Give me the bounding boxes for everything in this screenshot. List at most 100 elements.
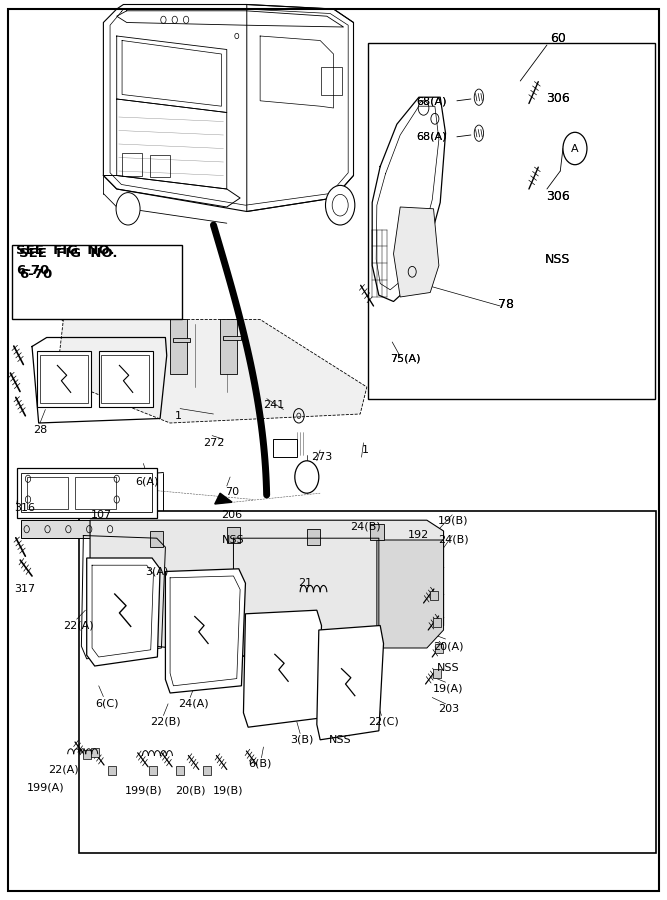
Text: 68(A): 68(A)	[416, 96, 447, 107]
Text: 1: 1	[362, 445, 369, 455]
Bar	[435, 644, 443, 652]
Text: 306: 306	[546, 93, 570, 105]
Bar	[223, 336, 241, 340]
Bar	[173, 338, 190, 342]
Polygon shape	[243, 610, 321, 727]
Text: NSS: NSS	[437, 662, 460, 673]
Text: 192: 192	[408, 530, 430, 541]
Text: 22(A): 22(A)	[48, 764, 79, 775]
Text: 317: 317	[15, 584, 36, 595]
Bar	[21, 473, 152, 512]
Bar	[91, 748, 99, 757]
Bar	[122, 153, 142, 176]
Bar	[108, 766, 116, 775]
Bar	[273, 439, 297, 457]
Bar	[37, 351, 91, 407]
Bar	[150, 531, 163, 547]
Polygon shape	[377, 540, 444, 648]
Polygon shape	[90, 520, 444, 657]
Bar	[430, 591, 438, 600]
Polygon shape	[394, 207, 439, 297]
Text: 68(A): 68(A)	[416, 131, 447, 142]
Text: 306: 306	[546, 93, 570, 105]
Text: 28: 28	[33, 425, 47, 436]
Text: NSS: NSS	[545, 253, 570, 266]
Bar	[149, 766, 157, 775]
Text: 75(A): 75(A)	[390, 353, 421, 364]
Bar	[321, 68, 342, 94]
Bar	[433, 618, 441, 627]
Circle shape	[563, 132, 587, 165]
Text: 206: 206	[221, 509, 243, 520]
Text: 22(A): 22(A)	[63, 620, 94, 631]
Bar	[176, 766, 184, 775]
Text: NSS: NSS	[545, 253, 570, 266]
Bar	[27, 477, 68, 508]
Text: 306: 306	[546, 190, 570, 203]
Text: 24(B): 24(B)	[350, 521, 381, 532]
Text: 24(B): 24(B)	[438, 535, 469, 545]
Bar	[21, 520, 118, 538]
Text: 70: 70	[225, 487, 239, 498]
Circle shape	[116, 193, 140, 225]
Bar	[433, 669, 441, 678]
Text: NSS: NSS	[329, 734, 352, 745]
Text: 19(A): 19(A)	[433, 683, 464, 694]
Bar	[17, 468, 157, 518]
Text: 68(A): 68(A)	[416, 96, 447, 107]
Bar	[227, 526, 240, 543]
Text: 22(C): 22(C)	[368, 716, 399, 727]
Text: 78: 78	[498, 298, 514, 310]
Polygon shape	[87, 558, 160, 666]
Text: 6(A): 6(A)	[135, 476, 159, 487]
Text: 316: 316	[15, 503, 35, 514]
Text: 6(B): 6(B)	[248, 758, 272, 769]
Circle shape	[295, 461, 319, 493]
Bar	[307, 529, 320, 545]
Text: 3(A): 3(A)	[145, 566, 169, 577]
Text: 3(B): 3(B)	[289, 734, 313, 745]
Bar	[79, 511, 656, 853]
Text: 241: 241	[263, 400, 284, 410]
Text: 78: 78	[498, 298, 514, 310]
Text: 19(B): 19(B)	[213, 785, 243, 796]
Text: 68(A): 68(A)	[416, 131, 447, 142]
Text: 60: 60	[550, 32, 566, 45]
Text: 6-70: 6-70	[16, 264, 49, 276]
Bar	[170, 320, 187, 374]
Text: 1: 1	[175, 410, 182, 421]
Bar	[370, 524, 384, 540]
Text: 199(B): 199(B)	[125, 785, 162, 796]
Text: 6(C): 6(C)	[95, 698, 119, 709]
Bar	[203, 766, 211, 775]
Bar	[83, 750, 91, 759]
Polygon shape	[215, 493, 232, 504]
Circle shape	[325, 185, 355, 225]
Bar	[99, 351, 153, 407]
Bar	[101, 355, 149, 403]
Text: 199(A): 199(A)	[27, 782, 64, 793]
Bar	[40, 355, 88, 403]
Text: 20(A): 20(A)	[433, 641, 464, 652]
Text: NSS: NSS	[222, 535, 245, 545]
Bar	[220, 320, 237, 374]
Polygon shape	[165, 569, 245, 693]
Text: A: A	[303, 472, 311, 482]
Text: 306: 306	[546, 190, 570, 203]
Bar	[150, 155, 170, 177]
Bar	[368, 43, 655, 399]
Text: 272: 272	[203, 437, 224, 448]
Bar	[75, 477, 116, 508]
Text: A: A	[571, 143, 579, 154]
Text: 21: 21	[298, 578, 313, 589]
Bar	[12, 245, 182, 319]
Polygon shape	[317, 626, 384, 740]
Text: 6-70: 6-70	[19, 268, 52, 281]
Text: 19(B): 19(B)	[438, 515, 469, 526]
Text: 22(B): 22(B)	[150, 716, 181, 727]
Text: 20(B): 20(B)	[175, 785, 205, 796]
Text: SEE  FIG  NO.: SEE FIG NO.	[19, 248, 117, 260]
Text: 75(A): 75(A)	[390, 353, 421, 364]
Text: 273: 273	[311, 452, 332, 463]
Text: SEE  FIG  NO.: SEE FIG NO.	[16, 244, 115, 256]
